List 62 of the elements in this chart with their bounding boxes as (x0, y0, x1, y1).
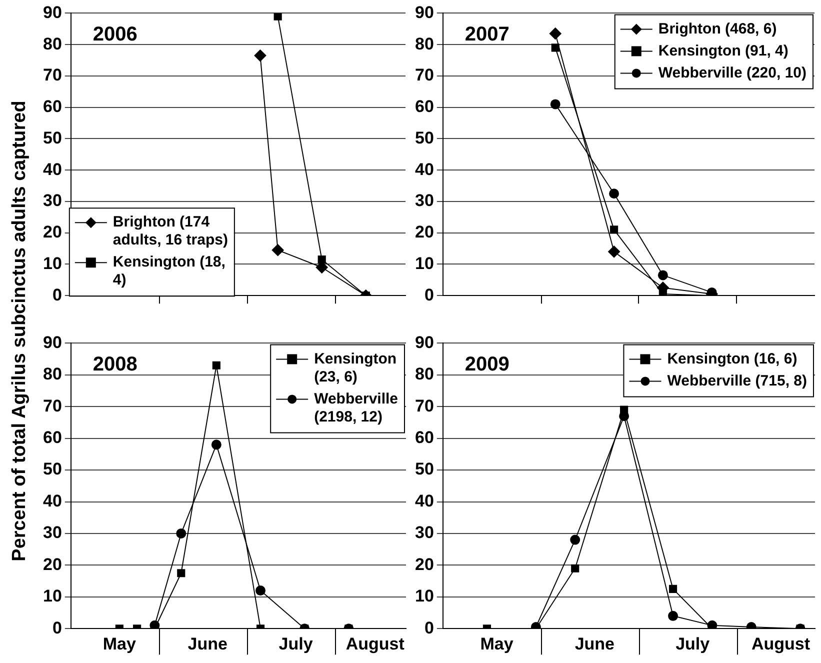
legend-label: Kensington (18, 4) (112, 254, 226, 289)
y-tick-label: 70 (414, 66, 434, 85)
y-tick-label: 90 (42, 2, 62, 22)
y-tick-label: 80 (42, 34, 62, 54)
x-tick-label: August (346, 634, 405, 654)
y-tick-label: 90 (414, 332, 434, 352)
y-tick-label: 0 (424, 618, 434, 638)
y-tick-label: 70 (414, 396, 434, 416)
y-tick-label: 80 (42, 364, 62, 384)
y-tick-label: 50 (42, 128, 62, 148)
legend-label: Kensington (23, 6) (314, 350, 397, 386)
y-tick-label: 60 (414, 428, 434, 448)
y-tick-label: 20 (414, 554, 434, 574)
y-tick-label: 10 (414, 586, 434, 606)
legend-label: Kensington (91, 4) (658, 42, 788, 60)
x-tick-label: July (676, 634, 710, 654)
y-tick-label: 30 (42, 523, 62, 542)
y-tick-label: 40 (42, 491, 62, 510)
y-tick-label: 40 (414, 491, 434, 510)
x-tick-label: May (102, 634, 136, 654)
y-tick-label: 60 (42, 428, 62, 448)
legend-label: Webberville (715, 8) (667, 372, 808, 390)
legend-label: Webberville (220, 10) (658, 64, 807, 82)
y-tick-label: 40 (414, 160, 434, 179)
y-tick-label: 60 (42, 97, 62, 116)
y-tick-label: 20 (414, 222, 434, 242)
y-tick-label: 30 (42, 191, 62, 210)
x-tick-label: June (574, 634, 615, 654)
x-tick-label: May (480, 634, 514, 654)
y-axis-title: Percent of total Agrilus subcinctus adults captured (8, 100, 31, 564)
y-tick-label: 90 (42, 332, 62, 352)
x-tick-label: June (188, 634, 228, 654)
text: 2006 (92, 24, 138, 46)
x-tick-label: August (751, 634, 810, 654)
y-tick-label: 50 (42, 460, 62, 479)
text: 2007 (464, 24, 510, 46)
text: 2009 (464, 354, 510, 376)
y-tick-label: 70 (42, 396, 62, 416)
legend-label: Kensington (16, 6) (667, 350, 798, 368)
y-tick-label: 20 (42, 554, 62, 574)
y-tick-label: 70 (42, 66, 62, 85)
y-tick-label: 50 (414, 128, 434, 148)
y-tick-label: 0 (52, 618, 62, 638)
y-tick-label: 10 (414, 254, 434, 273)
y-tick-label: 90 (414, 2, 434, 22)
y-tick-label: 60 (414, 97, 434, 116)
y-tick-label: 0 (52, 285, 62, 304)
y-tick-label: 0 (424, 285, 434, 304)
y-tick-label: 30 (414, 523, 434, 542)
y-tick-label: 10 (42, 586, 62, 606)
y-tick-label: 80 (414, 34, 434, 54)
text: 2008 (92, 354, 138, 376)
y-tick-label: 80 (414, 364, 434, 384)
x-tick-label: July (278, 634, 314, 654)
y-tick-label: 10 (42, 254, 62, 273)
y-tick-label: 50 (414, 460, 434, 479)
y-tick-label: 30 (414, 191, 434, 210)
y-tick-label: 40 (42, 160, 62, 179)
y-tick-label: 20 (42, 222, 62, 242)
legend-label: Webberville (2198, 12) (314, 390, 398, 426)
legend-label: Brighton (174 adults, 16 traps) (112, 214, 228, 249)
legend-label: Brighton (468, 6) (658, 20, 777, 38)
